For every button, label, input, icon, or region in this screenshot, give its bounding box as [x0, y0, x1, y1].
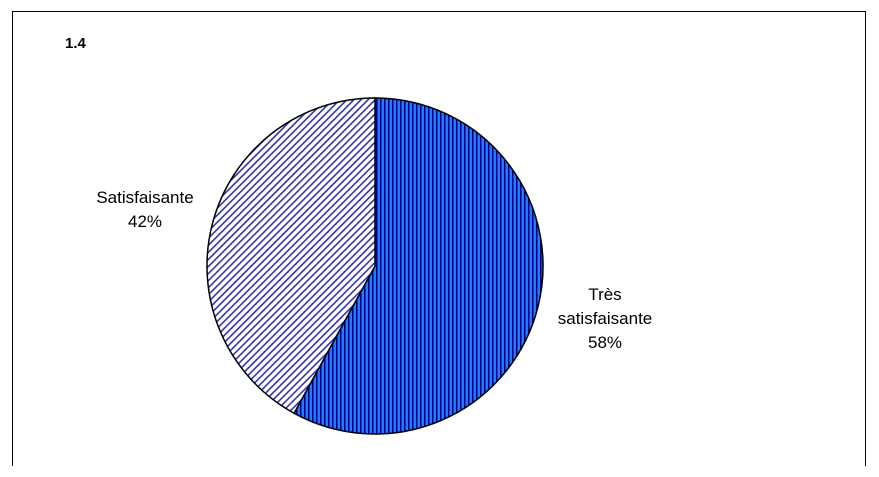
chart-frame [12, 11, 866, 466]
slice-name-tres-line1: Très [588, 285, 622, 304]
chart-title: 1.4 [65, 35, 86, 52]
slice-label-tres-satisfaisante: Très satisfaisante 58% [530, 283, 680, 355]
slice-value-satisfaisante: 42% [127, 212, 163, 231]
pie-slice-tr-s-satisfaisante [293, 97, 544, 435]
slice-name-satisfaisante: Satisfaisante [96, 188, 194, 207]
pie-slice-satisfaisante [206, 97, 376, 415]
slice-name-tres-line2: satisfaisante [557, 309, 653, 328]
slice-label-satisfaisante: Satisfaisante 42% [70, 186, 220, 234]
slice-value-tres-satisfaisante: 58% [587, 333, 623, 352]
